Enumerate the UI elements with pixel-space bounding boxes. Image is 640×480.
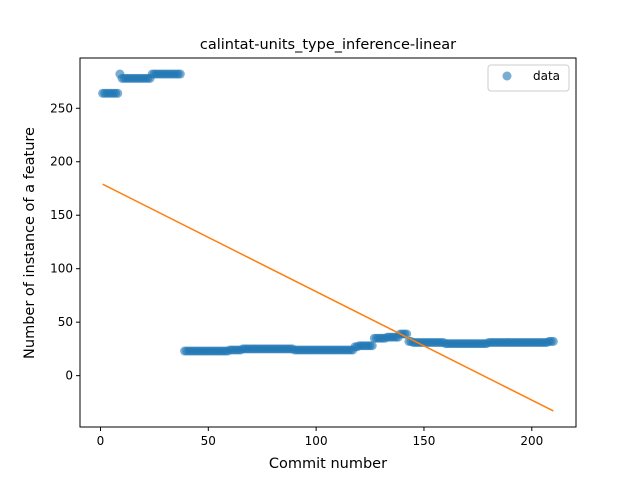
- x-tick-label: 100: [305, 434, 328, 448]
- plot-area: [98, 69, 558, 412]
- x-tick-label: 0: [97, 434, 105, 448]
- x-tick-label: 150: [413, 434, 436, 448]
- y-tick-label: 100: [50, 262, 73, 276]
- data-point: [548, 336, 558, 346]
- legend: data: [487, 64, 570, 92]
- x-axis-label: Commit number: [269, 456, 387, 472]
- plot-frame: [79, 57, 577, 428]
- x-tick-label: 200: [520, 434, 543, 448]
- legend-box: [487, 64, 570, 92]
- y-tick-label: 50: [58, 315, 73, 329]
- legend-marker-data: [502, 71, 512, 81]
- y-tick-label: 0: [65, 369, 73, 383]
- data-point: [367, 341, 377, 351]
- y-axis-label: Number of instance of a feature: [22, 127, 38, 359]
- data-point: [113, 88, 123, 98]
- x-axis-ticks: 0 50 100 150 200: [97, 427, 543, 448]
- chart-title: calintat-units_type_inference-linear: [200, 37, 456, 53]
- y-axis-ticks: 0 50 100 150 200 250: [50, 101, 80, 383]
- data-point: [175, 69, 185, 79]
- y-tick-label: 200: [50, 155, 73, 169]
- legend-label-data: data: [533, 69, 560, 83]
- y-tick-label: 250: [50, 101, 73, 115]
- y-tick-label: 150: [50, 208, 73, 222]
- fit-line: [102, 183, 554, 412]
- x-tick-label: 50: [201, 434, 216, 448]
